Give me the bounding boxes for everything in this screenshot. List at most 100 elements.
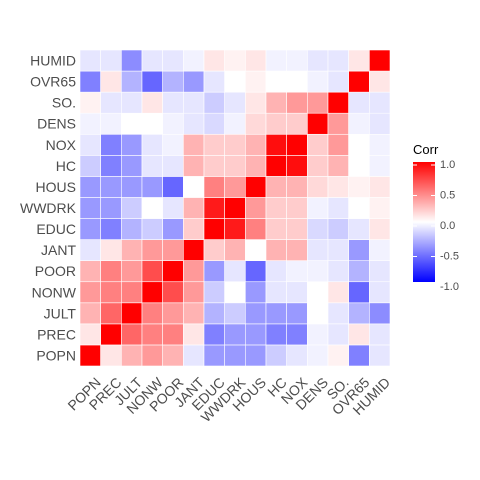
y-tick-label: JANT xyxy=(41,242,76,258)
heatmap-cell-poor-so xyxy=(327,260,349,283)
heatmap-cell-poor-humid xyxy=(369,260,391,283)
heatmap-cell-nonw-humid xyxy=(369,281,391,304)
heatmap-cell-hc-popn xyxy=(79,155,101,177)
heatmap-cell-nox-humid xyxy=(369,133,391,156)
y-tick-label: SO. xyxy=(52,95,76,111)
heatmap-cell-humid-wwdrk xyxy=(224,49,246,72)
heatmap-cell-ovr65-prec xyxy=(100,70,122,93)
heatmap-cell-hc-ovr65 xyxy=(348,155,370,177)
heatmap-cell-humid-jant xyxy=(183,49,205,72)
heatmap-cell-ovr65-educ xyxy=(203,70,225,93)
heatmap-cell-ovr65-poor xyxy=(162,70,184,93)
heatmap-cell-so-prec xyxy=(100,91,122,114)
heatmap-cell-jult-wwdrk xyxy=(224,302,246,325)
heatmap-cell-popn-hc xyxy=(265,344,287,367)
heatmap-cell-nonw-so xyxy=(327,281,349,304)
heatmap-cell-nox-wwdrk xyxy=(224,133,246,156)
heatmap-cell-hous-nonw xyxy=(141,176,163,198)
heatmap-cell-hc-jult xyxy=(121,155,143,177)
heatmap-cell-educ-so xyxy=(327,218,349,240)
heatmap-cell-educ-wwdrk xyxy=(224,218,246,240)
heatmap-cell-nox-hous xyxy=(245,133,267,156)
heatmap-cell-wwdrk-prec xyxy=(100,197,122,219)
y-tick-label: PREC xyxy=(37,326,76,342)
heatmap-cell-humid-educ xyxy=(203,49,225,72)
heatmap-cell-prec-jant xyxy=(183,323,205,346)
heatmap-cell-prec-popn xyxy=(79,323,101,346)
heatmap-cell-wwdrk-hous xyxy=(245,197,267,219)
heatmap-cell-dens-jult xyxy=(121,112,143,135)
heatmap-cell-popn-wwdrk xyxy=(224,344,246,367)
heatmap-cell-jant-dens xyxy=(307,239,329,261)
heatmap-cell-humid-humid xyxy=(369,49,391,72)
heatmap-cell-poor-ovr65 xyxy=(348,260,370,283)
heatmap-cell-hous-educ xyxy=(203,176,225,198)
heatmap-cell-poor-prec xyxy=(100,260,122,283)
color-legend: Corr 1.0 0.5 0.0 -0.5 -1.0 xyxy=(413,142,459,293)
heatmap-cell-nox-so xyxy=(327,133,349,156)
heatmap-cell-wwdrk-dens xyxy=(307,197,329,219)
legend-tick-label: -1.0 xyxy=(440,281,459,293)
heatmap-cell-jant-hc xyxy=(265,239,287,261)
heatmap-cell-humid-nox xyxy=(286,49,308,72)
heatmap-cell-educ-jant xyxy=(183,218,205,240)
heatmap-cell-hous-popn xyxy=(79,176,101,198)
legend-color-bar xyxy=(413,162,435,282)
heatmap-cell-prec-ovr65 xyxy=(348,323,370,346)
heatmap-cell-nox-prec xyxy=(100,133,122,156)
heatmap-cell-humid-poor xyxy=(162,49,184,72)
heatmap-cell-popn-prec xyxy=(100,344,122,367)
heatmap-cell-popn-educ xyxy=(203,344,225,367)
heatmap-cell-so-jult xyxy=(121,91,143,114)
heatmap-cell-prec-poor xyxy=(162,323,184,346)
heatmap-cell-jant-so xyxy=(327,239,349,261)
heatmap-cell-popn-poor xyxy=(162,344,184,367)
heatmap-cell-wwdrk-nox xyxy=(286,197,308,219)
heatmap-cell-jult-hous xyxy=(245,302,267,325)
heatmap-cell-humid-jult xyxy=(121,49,143,72)
heatmap-cell-hc-educ xyxy=(203,155,225,177)
heatmap-cell-nonw-ovr65 xyxy=(348,281,370,304)
heatmap-cell-prec-educ xyxy=(203,323,225,346)
heatmap-cell-jult-educ xyxy=(203,302,225,325)
heatmap-cell-hous-humid xyxy=(369,176,391,198)
heatmap-cell-jult-dens xyxy=(307,302,329,325)
legend-title: Corr xyxy=(413,142,439,157)
heatmap-cell-popn-humid xyxy=(369,344,391,367)
heatmap-cell-so-so xyxy=(327,91,349,114)
legend-tick-label: 0.5 xyxy=(440,190,455,202)
heatmap-cell-humid-nonw xyxy=(141,49,163,72)
heatmap-cell-dens-humid xyxy=(369,112,391,135)
heatmap-cell-poor-jult xyxy=(121,260,143,283)
heatmap-cell-so-wwdrk xyxy=(224,91,246,114)
heatmap-cell-dens-popn xyxy=(79,112,101,135)
heatmap-cell-nox-dens xyxy=(307,133,329,156)
heatmap-cell-jult-nox xyxy=(286,302,308,325)
heatmap-cell-prec-dens xyxy=(307,323,329,346)
heatmap-cell-popn-nonw xyxy=(141,344,163,367)
heatmap-cell-ovr65-jant xyxy=(183,70,205,93)
heatmap-cell-hous-poor xyxy=(162,176,184,198)
heatmap-cell-dens-educ xyxy=(203,112,225,135)
heatmap-cell-hous-prec xyxy=(100,176,122,198)
heatmap-cell-hous-so xyxy=(327,176,349,198)
heatmap-cell-ovr65-humid xyxy=(369,70,391,93)
heatmap-cell-hous-hous xyxy=(245,176,267,198)
heatmap-cell-dens-hc xyxy=(265,112,287,135)
heatmap-cell-popn-so xyxy=(327,344,349,367)
heatmap-cell-hc-hous xyxy=(245,155,267,177)
heatmap-cell-jult-nonw xyxy=(141,302,163,325)
heatmap-cell-so-popn xyxy=(79,91,101,114)
heatmap-cell-nox-nonw xyxy=(141,133,163,156)
heatmap-cell-jant-nonw xyxy=(141,239,163,261)
heatmap-cell-jult-prec xyxy=(100,302,122,325)
heatmap-cell-jult-popn xyxy=(79,302,101,325)
heatmap-cell-hous-nox xyxy=(286,176,308,198)
legend-tick-label: 0.0 xyxy=(440,220,455,232)
heatmap-cell-ovr65-hous xyxy=(245,70,267,93)
heatmap-cell-poor-popn xyxy=(79,260,101,283)
heatmap-cell-jult-ovr65 xyxy=(348,302,370,325)
heatmap-cell-poor-nonw xyxy=(141,260,163,283)
heatmap-cell-so-poor xyxy=(162,91,184,114)
